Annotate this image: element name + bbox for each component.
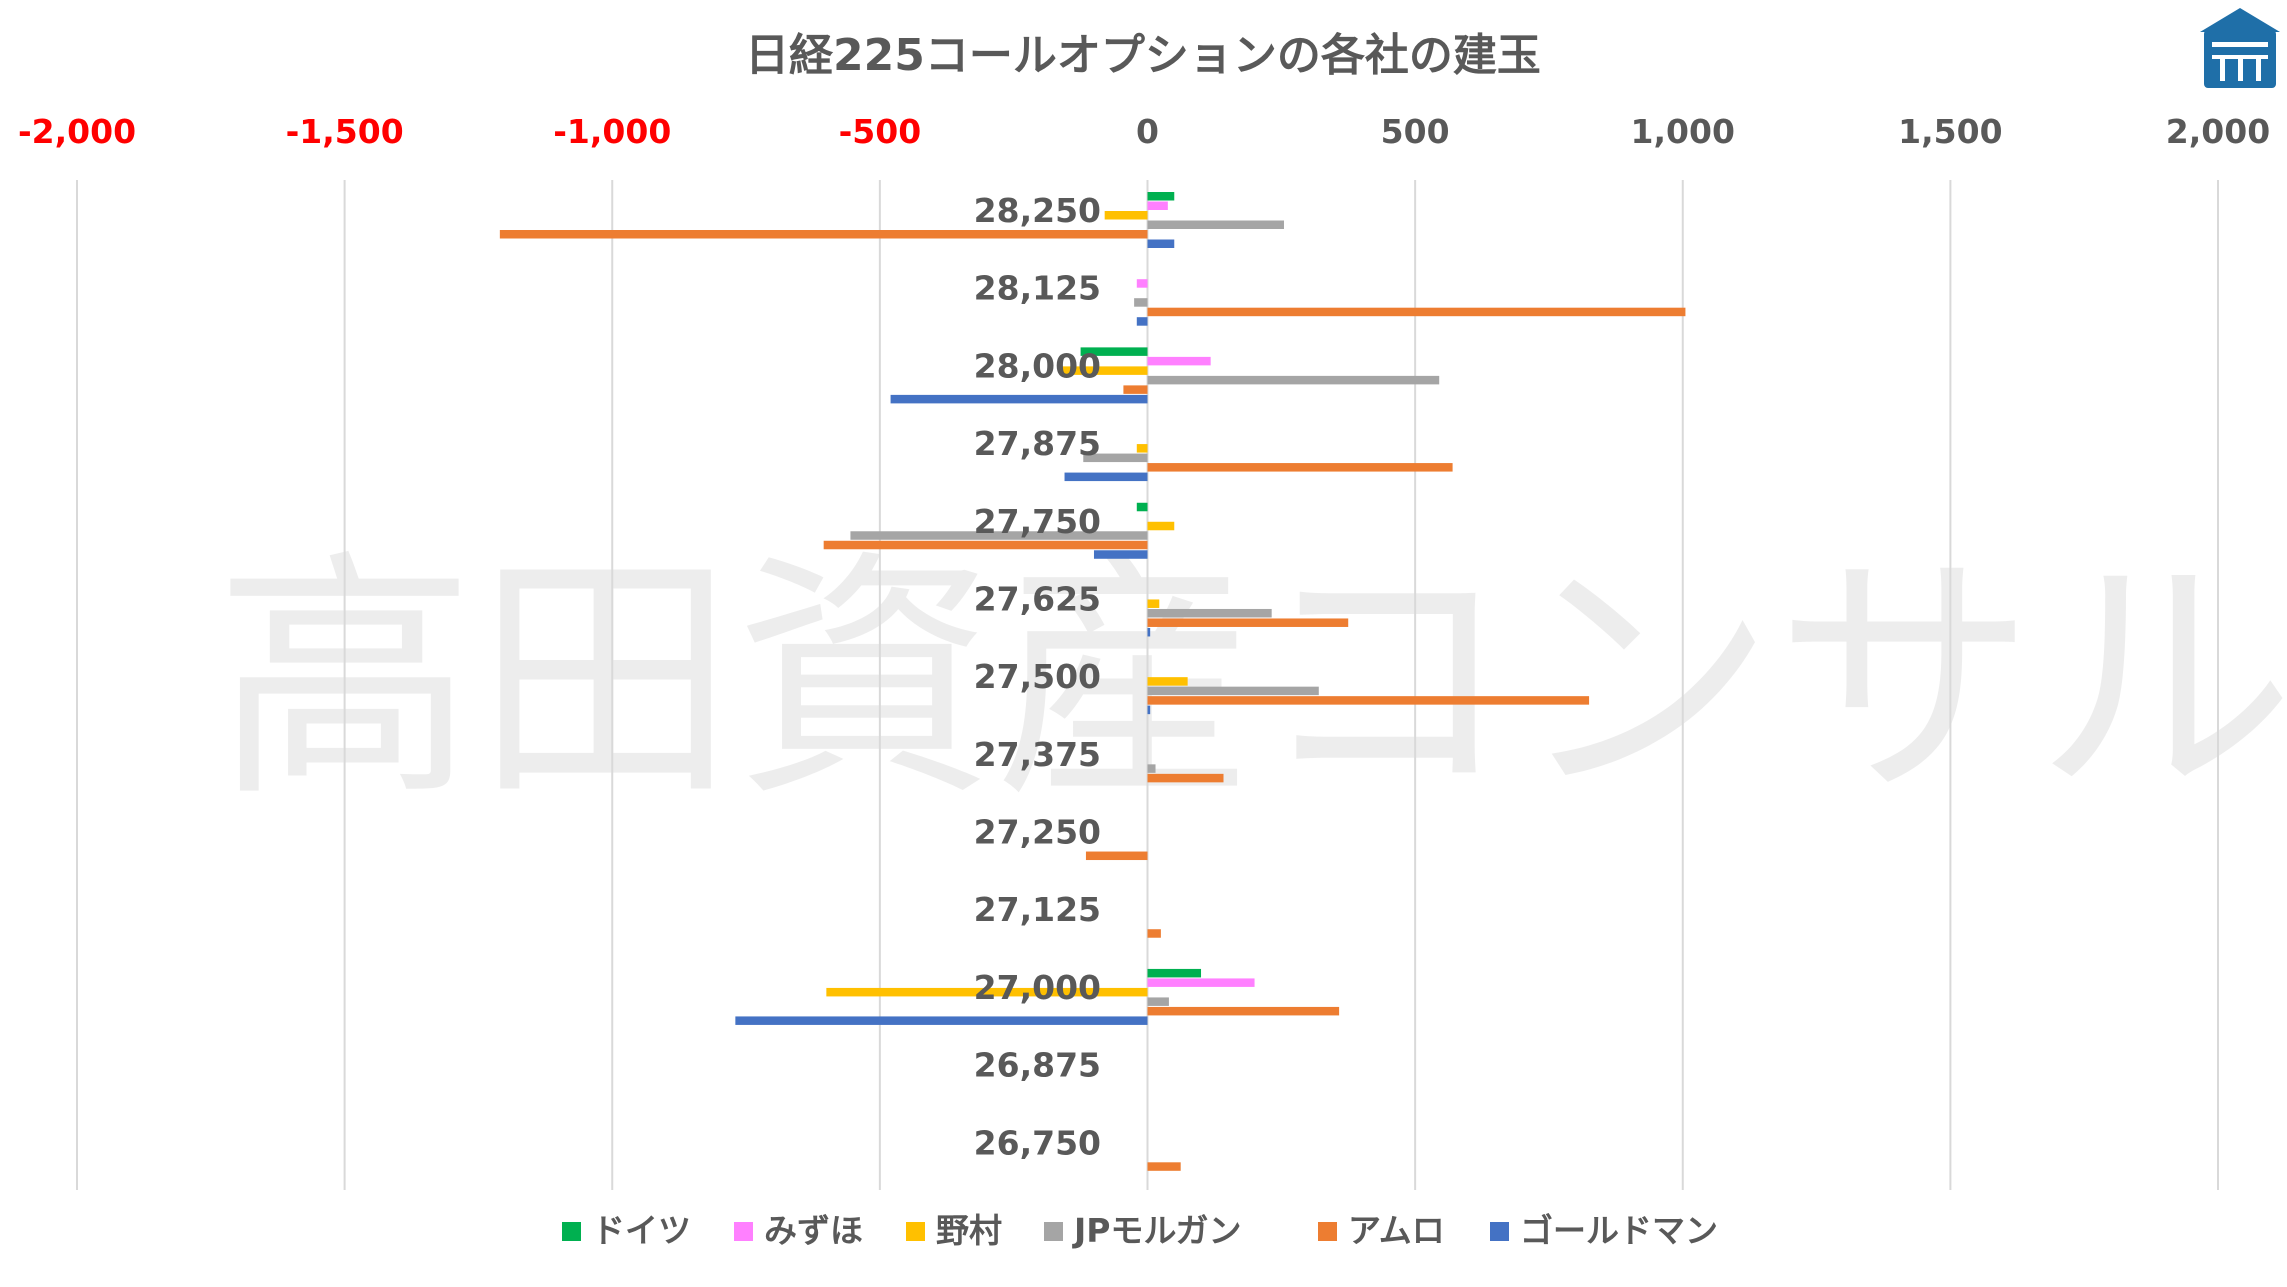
y-axis-ticks: 28,250 28,125 28,000 27,875 27,750 27,625 27,5…	[974, 191, 1101, 1162]
bar	[1136, 317, 1148, 326]
bar	[735, 1016, 1148, 1025]
legend-swatch	[1318, 1222, 1337, 1241]
bar	[1147, 627, 1151, 637]
bar	[499, 230, 1148, 239]
x-tick-label: -1,500	[286, 112, 404, 151]
y-tick-label: 28,000	[974, 346, 1101, 385]
bars	[499, 192, 1686, 1171]
house-logo-icon	[2200, 8, 2280, 88]
legend-swatch	[1044, 1222, 1063, 1241]
bar	[1080, 347, 1148, 356]
bar	[1147, 968, 1202, 978]
y-tick-label: 27,375	[974, 735, 1101, 774]
bar	[1134, 298, 1148, 307]
bar	[1147, 705, 1151, 715]
bar	[1136, 502, 1148, 512]
bar	[1147, 201, 1168, 210]
bar	[826, 987, 1148, 997]
bar	[890, 394, 1148, 404]
bar	[1061, 366, 1148, 375]
bar	[1064, 472, 1148, 482]
bar	[1123, 385, 1148, 394]
legend-swatch	[1490, 1222, 1509, 1241]
x-tick-label: 0	[1136, 112, 1159, 151]
bar	[850, 531, 1148, 540]
bar	[1147, 192, 1175, 201]
bar	[1147, 375, 1440, 385]
legend-label: ドイツ	[592, 1211, 691, 1250]
bar	[1104, 211, 1148, 220]
y-tick-label: 28,125	[974, 269, 1101, 308]
legend-swatch	[562, 1222, 581, 1241]
legend: ドイツ みずほ 野村 JPモルガン アムロ ゴールドマン	[562, 1211, 1718, 1250]
legend-swatch	[906, 1222, 925, 1241]
y-tick-label: 27,875	[974, 424, 1101, 463]
y-tick-label: 28,250	[974, 191, 1101, 230]
bar	[1147, 997, 1169, 1006]
y-tick-label: 27,000	[974, 968, 1101, 1007]
bar	[1093, 550, 1148, 559]
bar	[1083, 453, 1148, 463]
watermark: 高田資産コンサル	[215, 530, 2287, 832]
y-tick-label: 27,500	[974, 657, 1101, 696]
x-tick-label: 2,000	[2166, 112, 2270, 151]
bar	[823, 540, 1148, 550]
x-axis-ticks: -2,000 -1,500 -1,000 -500 0 500 1,000 1,500 2,00…	[18, 112, 2270, 151]
x-tick-label: -500	[839, 112, 922, 151]
bar	[1085, 851, 1148, 861]
bar	[1147, 239, 1175, 248]
bar	[1147, 696, 1590, 705]
y-tick-label: 26,875	[974, 1046, 1101, 1085]
bar	[1147, 521, 1175, 531]
y-tick-label: 27,125	[974, 890, 1101, 929]
y-tick-label: 27,750	[974, 502, 1101, 541]
y-tick-label: 26,750	[974, 1123, 1101, 1162]
legend-label: 野村	[936, 1211, 1002, 1250]
x-tick-label: 1,500	[1898, 112, 2002, 151]
bar	[1147, 307, 1686, 317]
bar	[1147, 608, 1272, 618]
bar	[1147, 618, 1349, 627]
y-tick-label: 27,625	[974, 579, 1101, 618]
legend-swatch	[734, 1222, 753, 1241]
bar	[1147, 686, 1319, 696]
bar	[1147, 1162, 1181, 1171]
legend-label: ゴールドマン	[1520, 1211, 1718, 1250]
bar	[1147, 1006, 1340, 1016]
chart-title: 日経225コールオプションの各社の建玉	[745, 30, 1541, 81]
x-tick-label: 1,000	[1631, 112, 1735, 151]
legend-label: JPモルガン	[1072, 1211, 1241, 1250]
bar	[1147, 463, 1453, 472]
bar	[1136, 279, 1148, 288]
bar	[1136, 444, 1148, 453]
bar	[1147, 356, 1211, 366]
bar	[1147, 773, 1224, 783]
bar	[1147, 978, 1255, 987]
x-tick-label: -1,000	[553, 112, 671, 151]
bar	[1147, 599, 1160, 608]
legend-label: みずほ	[764, 1211, 863, 1250]
legend-label: アムロ	[1348, 1211, 1445, 1250]
bar	[1147, 764, 1156, 773]
bar	[1147, 220, 1284, 229]
bar	[1147, 929, 1161, 938]
y-tick-label: 27,250	[974, 813, 1101, 852]
x-tick-label: 500	[1381, 112, 1450, 151]
x-tick-label: -2,000	[18, 112, 136, 151]
bar	[1147, 677, 1188, 686]
